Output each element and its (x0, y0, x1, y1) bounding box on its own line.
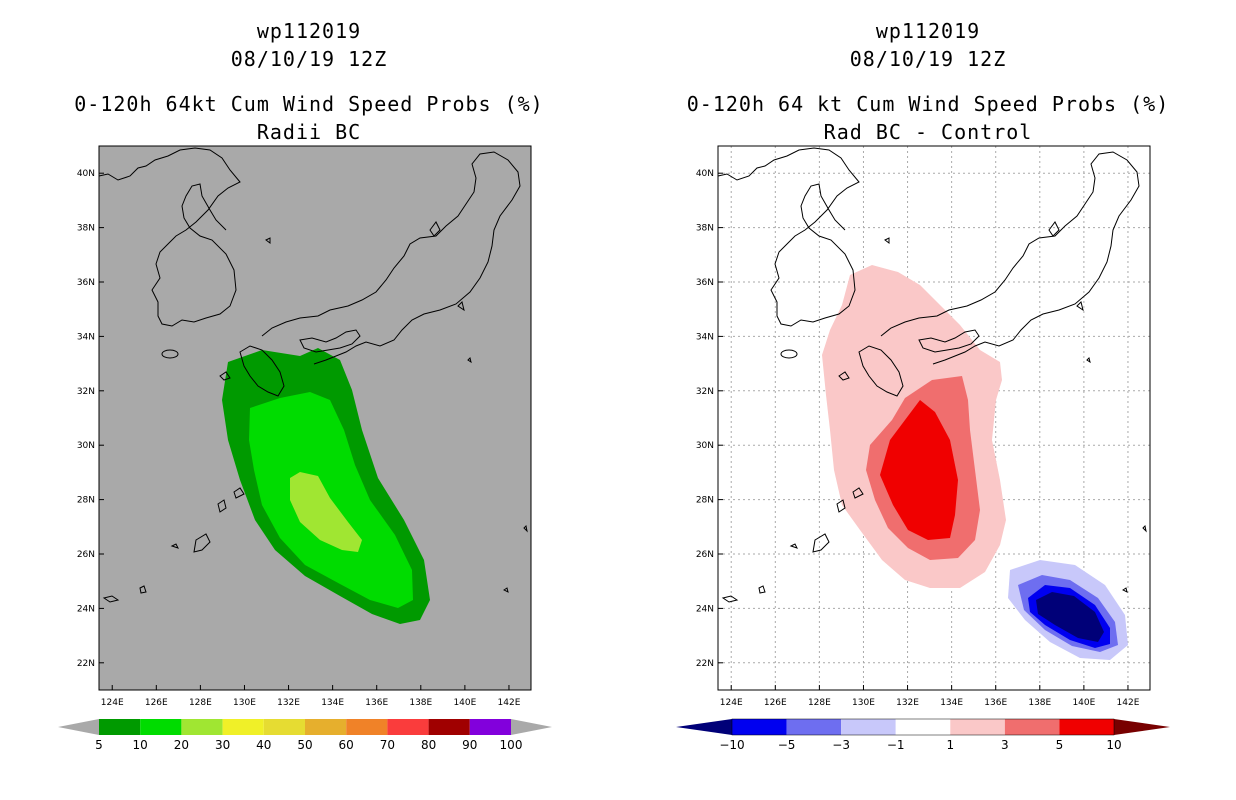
left-y-tick-label: 22N (77, 659, 95, 669)
right-y-tick-label: 32N (696, 387, 714, 397)
right-x-tick-label: 126E (764, 698, 787, 708)
left-x-tick-label: 140E (453, 698, 476, 708)
left-x-tick-label: 136E (365, 698, 388, 708)
left-colorbar-swatch (181, 719, 223, 735)
right-y-tick-label: 24N (696, 604, 714, 614)
right-x-tick-label: 124E (720, 698, 743, 708)
right-y-tick-label: 22N (696, 659, 714, 669)
left-y-tick-label: 38N (77, 224, 95, 234)
left-colorbar-label: 60 (339, 738, 354, 752)
left-colorbar-swatch (222, 719, 264, 735)
left-colorbar-swatch (387, 719, 429, 735)
left-colorbar-label: 30 (215, 738, 230, 752)
right-colorbar-label: 3 (1001, 738, 1009, 752)
left-y-tick-label: 24N (77, 604, 95, 614)
right-x-tick-label: 142E (1117, 698, 1140, 708)
right-colorbar-over-triangle (1114, 719, 1170, 735)
left-colorbar-swatch (346, 719, 388, 735)
left-plot-frame (98, 145, 532, 691)
left-coastlines (98, 147, 528, 603)
right-y-tick-label: 36N (696, 278, 714, 288)
diff-5-10-region (880, 400, 958, 540)
right-x-tick-label: 140E (1072, 698, 1095, 708)
right-colorbar-swatch (786, 719, 842, 735)
right-x-tick-label: 134E (940, 698, 963, 708)
left-y-tick-label: 26N (77, 550, 95, 560)
right-colorbar-label: 10 (1106, 738, 1121, 752)
right-date: 08/10/19 12Z (849, 47, 1007, 71)
right-chart-title: 0-120h 64 kt Cum Wind Speed Probs (%) (686, 92, 1170, 116)
left-colorbar-swatch (428, 719, 470, 735)
left-x-tick-label: 134E (321, 698, 344, 708)
left-x-tick-label: 132E (277, 698, 300, 708)
left-colorbar-swatch (263, 719, 305, 735)
right-plot-frame (717, 145, 1151, 691)
prob-20-30-region (290, 472, 362, 552)
right-x-tick-label: 138E (1028, 698, 1051, 708)
right-colorbar-outline (731, 718, 1115, 736)
right-colorbar-label: 1 (946, 738, 954, 752)
right-y-tick-label: 30N (696, 441, 714, 451)
right-colorbar-label: −5 (778, 738, 796, 752)
right-colorbar-label: −3 (832, 738, 850, 752)
right-x-tick-label: 128E (808, 698, 831, 708)
left-y-tick-label: 32N (77, 387, 95, 397)
left-colorbar-label: 5 (95, 738, 103, 752)
right-colorbar-label: −10 (719, 738, 744, 752)
left-x-tick-label: 138E (409, 698, 432, 708)
left-x-tick-label: 130E (233, 698, 256, 708)
left-colorbar-swatch (99, 719, 141, 735)
left-y-tick-label: 40N (77, 169, 95, 179)
right-y-tick-label: 38N (696, 224, 714, 234)
right-colorbar-swatch (950, 719, 1005, 735)
right-y-tick-label: 28N (696, 496, 714, 506)
right-x-tick-label: 132E (896, 698, 919, 708)
right-colorbar-label: −1 (887, 738, 905, 752)
left-colorbar-label: 100 (500, 738, 523, 752)
left-chart-subtitle: Radii BC (256, 120, 362, 144)
left-colorbar-label: 90 (462, 738, 477, 752)
right-y-tick-label: 40N (696, 169, 714, 179)
left-x-tick-label: 128E (189, 698, 212, 708)
left-colorbar-label: 20 (174, 738, 189, 752)
left-colorbar-under-triangle (58, 719, 99, 735)
left-colorbar-swatch (140, 719, 182, 735)
right-colorbar-swatch (1059, 719, 1114, 735)
right-y-tick-label: 26N (696, 550, 714, 560)
left-chart-title: 0-120h 64kt Cum Wind Speed Probs (%) (74, 92, 544, 116)
left-x-tick-label: 142E (498, 698, 521, 708)
right-chart-subtitle: Rad BC - Control (823, 120, 1033, 144)
right-map: 124E 126E 128E 130E 132E 134E 136E 138E 140E 142E… (676, 145, 1170, 752)
left-x-tick-label: 126E (145, 698, 168, 708)
right-colorbar-label: 5 (1056, 738, 1064, 752)
right-colorbar-swatch (841, 719, 896, 735)
left-y-tick-label: 34N (77, 332, 95, 342)
right-x-tick-label: 136E (984, 698, 1007, 708)
right-colorbar-swatch (1004, 719, 1060, 735)
right-colorbar-swatch (732, 719, 787, 735)
left-colorbar-label: 50 (297, 738, 312, 752)
left-map: 124E 126E 128E 130E 132E 134E 136E 138E 140E 142E… (58, 145, 552, 752)
left-colorbar-swatch (305, 719, 347, 735)
right-colorbar-under-triangle (676, 719, 732, 735)
left-colorbar-label: 10 (133, 738, 148, 752)
diff-below-neg10-region (1036, 592, 1104, 642)
right-y-tick-label: 34N (696, 332, 714, 342)
left-date: 08/10/19 12Z (230, 47, 388, 71)
left-y-tick-label: 28N (77, 496, 95, 506)
right-storm-id: wp112019 (875, 19, 981, 43)
left-y-tick-label: 36N (77, 278, 95, 288)
left-colorbar-over-triangle (511, 719, 552, 735)
left-colorbar-label: 80 (421, 738, 436, 752)
right-colorbar-swatch (895, 719, 951, 735)
left-storm-id: wp112019 (256, 19, 362, 43)
right-coastlines (717, 147, 1147, 603)
left-colorbar-label: 40 (256, 738, 271, 752)
left-colorbar-label: 70 (380, 738, 395, 752)
left-colorbar-swatch (469, 719, 511, 735)
left-y-tick-label: 30N (77, 441, 95, 451)
left-x-tick-label: 124E (101, 698, 124, 708)
right-x-tick-label: 130E (852, 698, 875, 708)
